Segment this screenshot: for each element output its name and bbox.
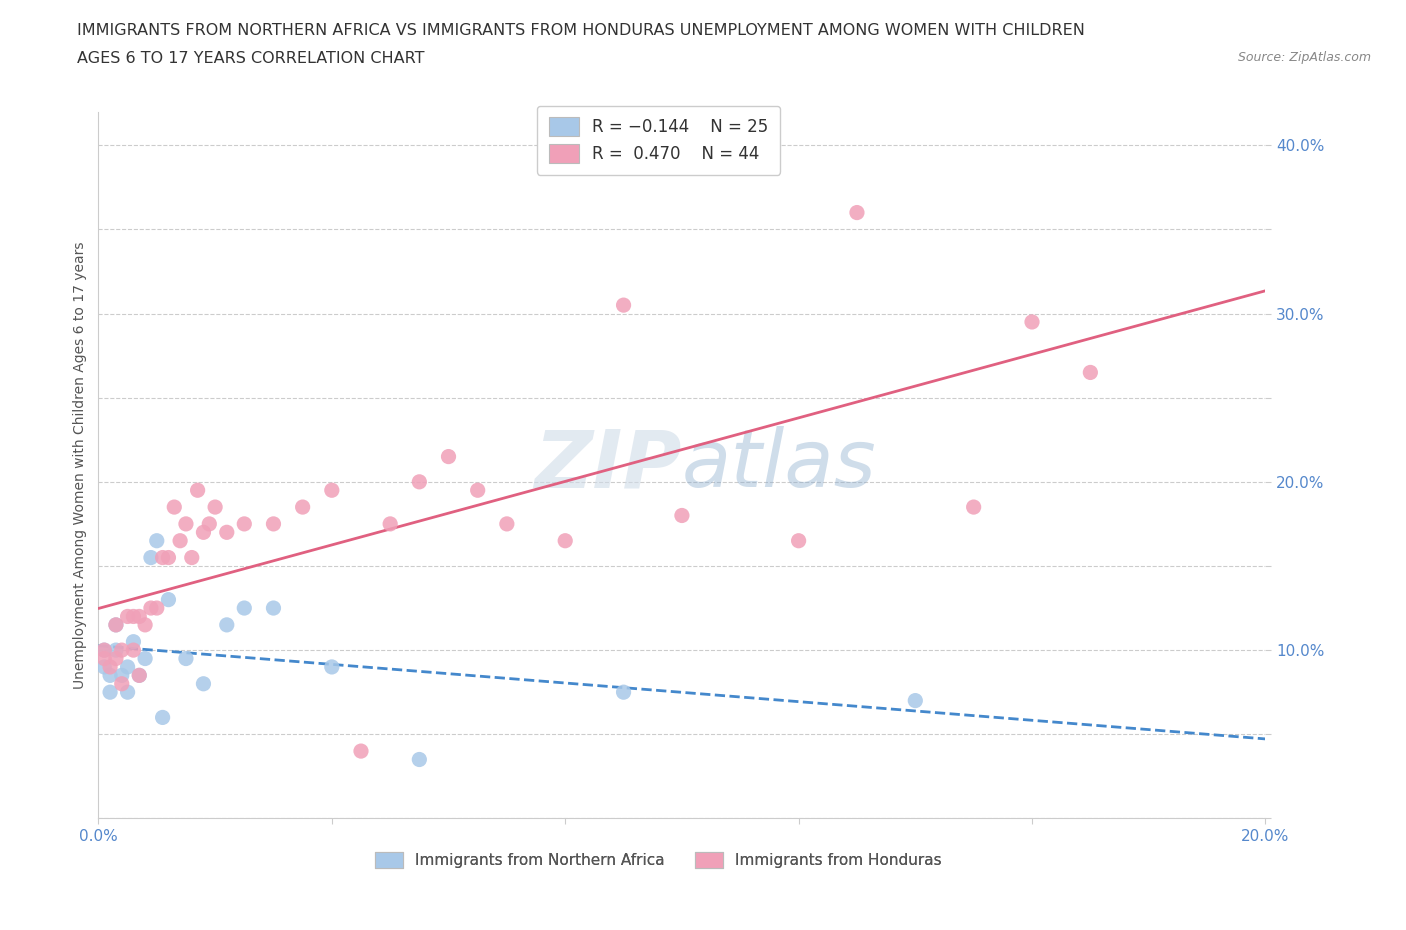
Point bbox=[122, 643, 145, 658]
Point bbox=[612, 298, 634, 312]
Point bbox=[187, 483, 209, 498]
Point bbox=[104, 618, 127, 632]
Point bbox=[111, 643, 134, 658]
Point bbox=[111, 676, 134, 691]
Point bbox=[134, 618, 156, 632]
Point bbox=[193, 525, 215, 539]
Text: IMMIGRANTS FROM NORTHERN AFRICA VS IMMIGRANTS FROM HONDURAS UNEMPLOYMENT AMONG W: IMMIGRANTS FROM NORTHERN AFRICA VS IMMIG… bbox=[77, 23, 1085, 38]
Point bbox=[846, 206, 869, 220]
Point bbox=[163, 499, 186, 514]
Point bbox=[93, 643, 115, 658]
Point bbox=[93, 651, 115, 666]
Point bbox=[128, 668, 150, 683]
Point bbox=[128, 668, 150, 683]
Point bbox=[98, 659, 121, 674]
Point bbox=[93, 659, 115, 674]
Point bbox=[198, 516, 221, 531]
Point bbox=[104, 618, 127, 632]
Y-axis label: Unemployment Among Women with Children Ages 6 to 17 years: Unemployment Among Women with Children A… bbox=[73, 241, 87, 689]
Point bbox=[291, 499, 314, 514]
Point bbox=[152, 710, 174, 724]
Point bbox=[350, 744, 373, 759]
Point bbox=[1021, 314, 1043, 329]
Point bbox=[157, 551, 180, 565]
Point bbox=[321, 659, 343, 674]
Point bbox=[262, 601, 284, 616]
Point bbox=[408, 474, 430, 489]
Point bbox=[174, 651, 197, 666]
Point bbox=[174, 516, 197, 531]
Point bbox=[408, 752, 430, 767]
Point bbox=[1080, 365, 1102, 379]
Point bbox=[111, 668, 134, 683]
Point bbox=[554, 533, 576, 548]
Point bbox=[962, 499, 984, 514]
Point bbox=[152, 551, 174, 565]
Point bbox=[157, 592, 180, 607]
Point bbox=[215, 525, 238, 539]
Point bbox=[180, 551, 202, 565]
Text: atlas: atlas bbox=[682, 426, 877, 504]
Point bbox=[139, 551, 162, 565]
Point bbox=[117, 684, 139, 699]
Point bbox=[204, 499, 226, 514]
Point bbox=[671, 508, 693, 523]
Text: Source: ZipAtlas.com: Source: ZipAtlas.com bbox=[1237, 51, 1371, 64]
Point bbox=[380, 516, 402, 531]
Point bbox=[134, 651, 156, 666]
Point bbox=[193, 676, 215, 691]
Point bbox=[262, 516, 284, 531]
Point bbox=[233, 516, 256, 531]
Point bbox=[467, 483, 489, 498]
Point bbox=[93, 643, 115, 658]
Legend: Immigrants from Northern Africa, Immigrants from Honduras: Immigrants from Northern Africa, Immigra… bbox=[370, 845, 948, 874]
Point bbox=[117, 659, 139, 674]
Point bbox=[215, 618, 238, 632]
Point bbox=[104, 643, 127, 658]
Point bbox=[139, 601, 162, 616]
Point bbox=[146, 533, 169, 548]
Point bbox=[98, 668, 121, 683]
Point bbox=[169, 533, 191, 548]
Point bbox=[122, 609, 145, 624]
Point bbox=[104, 651, 127, 666]
Point bbox=[321, 483, 343, 498]
Point bbox=[146, 601, 169, 616]
Point bbox=[233, 601, 256, 616]
Point bbox=[122, 634, 145, 649]
Point bbox=[98, 684, 121, 699]
Text: AGES 6 TO 17 YEARS CORRELATION CHART: AGES 6 TO 17 YEARS CORRELATION CHART bbox=[77, 51, 425, 66]
Point bbox=[904, 693, 927, 708]
Point bbox=[612, 684, 634, 699]
Point bbox=[128, 609, 150, 624]
Point bbox=[117, 609, 139, 624]
Point bbox=[437, 449, 460, 464]
Point bbox=[787, 533, 810, 548]
Text: ZIP: ZIP bbox=[534, 426, 682, 504]
Point bbox=[496, 516, 519, 531]
